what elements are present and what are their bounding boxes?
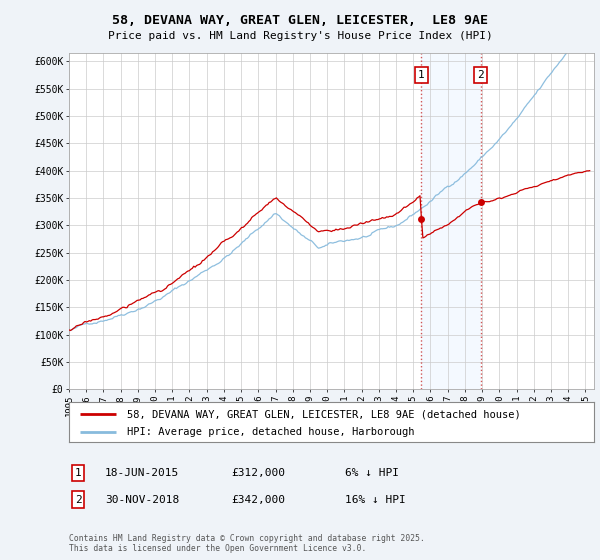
Text: Price paid vs. HM Land Registry's House Price Index (HPI): Price paid vs. HM Land Registry's House …	[107, 31, 493, 41]
Text: 2: 2	[478, 70, 484, 80]
Text: 16% ↓ HPI: 16% ↓ HPI	[345, 494, 406, 505]
Bar	[421, 53, 481, 389]
Text: 1: 1	[74, 468, 82, 478]
Text: Contains HM Land Registry data © Crown copyright and database right 2025.
This d: Contains HM Land Registry data © Crown c…	[69, 534, 425, 553]
Text: £312,000: £312,000	[231, 468, 285, 478]
Text: 58, DEVANA WAY, GREAT GLEN, LEICESTER,  LE8 9AE: 58, DEVANA WAY, GREAT GLEN, LEICESTER, L…	[112, 14, 488, 27]
Text: 58, DEVANA WAY, GREAT GLEN, LEICESTER, LE8 9AE (detached house): 58, DEVANA WAY, GREAT GLEN, LEICESTER, L…	[127, 409, 521, 419]
Text: 2: 2	[74, 494, 82, 505]
Text: HPI: Average price, detached house, Harborough: HPI: Average price, detached house, Harb…	[127, 427, 414, 437]
Text: 30-NOV-2018: 30-NOV-2018	[105, 494, 179, 505]
Text: £342,000: £342,000	[231, 494, 285, 505]
Text: 18-JUN-2015: 18-JUN-2015	[105, 468, 179, 478]
Text: 1: 1	[418, 70, 425, 80]
Text: 6% ↓ HPI: 6% ↓ HPI	[345, 468, 399, 478]
